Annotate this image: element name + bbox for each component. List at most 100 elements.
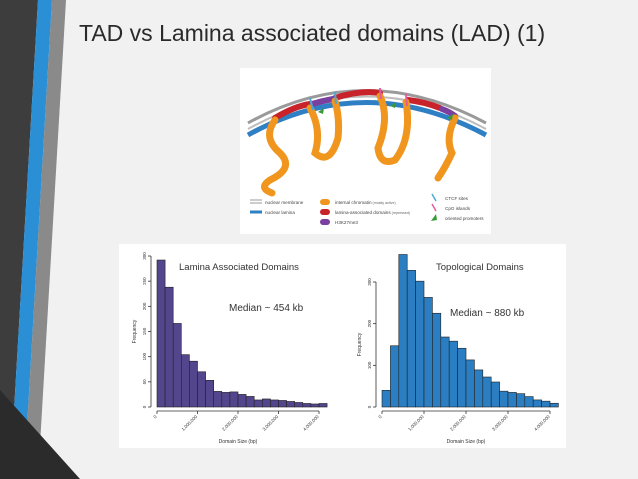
dark-stripe bbox=[0, 0, 38, 479]
histogram-bar bbox=[156, 259, 166, 408]
charts-svg: 0 50 100 150 200 250 300 0 1,000,000 2,000,000 3,0… bbox=[132, 252, 559, 445]
y-tick-label: 100 bbox=[367, 361, 372, 369]
internal-chromatin-loop bbox=[374, 92, 412, 165]
histogram-bar bbox=[440, 336, 450, 408]
histogram-bar bbox=[180, 354, 190, 408]
corner-triangle bbox=[0, 390, 80, 479]
x-tick-label: 2,000,000 bbox=[221, 414, 239, 432]
diagram-legend: nuclear membrane nuclear lamina internal c… bbox=[250, 193, 484, 225]
legend-item: internal chromatin (mostly active) bbox=[320, 199, 396, 205]
histogram-bar bbox=[172, 323, 182, 408]
internal-chromatin-loop bbox=[306, 97, 343, 161]
histogram-bar bbox=[302, 403, 312, 408]
histogram-bar bbox=[423, 297, 433, 408]
x-tick-label: 2,000,000 bbox=[449, 414, 467, 432]
histogram-bar bbox=[286, 401, 296, 408]
y-tick-label: 0 bbox=[142, 405, 147, 408]
histogram-bar bbox=[524, 396, 534, 408]
y-tick-label: 200 bbox=[142, 302, 147, 310]
legend-label: lamina-associated domains (repressed) bbox=[335, 210, 410, 215]
legend-note: (repressed) bbox=[391, 211, 410, 215]
legend-label: CTCF sites bbox=[445, 196, 469, 201]
legend-label: oriented promoters bbox=[445, 216, 484, 221]
histogram-bar bbox=[465, 359, 475, 408]
histogram-bar bbox=[245, 396, 255, 408]
legend-item: oriented promoters bbox=[431, 214, 484, 221]
internal-chromatin-loop bbox=[434, 114, 459, 182]
histogram-bar bbox=[448, 340, 458, 408]
histogram-bar bbox=[294, 402, 304, 408]
chart-title: Lamina Associated Domains bbox=[179, 262, 299, 273]
lad-segment bbox=[405, 97, 443, 111]
diagram-panel: nuclear membrane nuclear lamina internal c… bbox=[240, 68, 491, 234]
histogram-bar bbox=[381, 390, 391, 408]
legend-label: nuclear lamina bbox=[265, 210, 295, 215]
histogram-bar bbox=[205, 380, 214, 408]
chromatin-diagram: nuclear membrane nuclear lamina internal c… bbox=[246, 87, 488, 225]
y-tick-label: 300 bbox=[142, 252, 147, 260]
x-axis-label: Domain Size (bp) bbox=[447, 439, 486, 445]
lad-segment bbox=[272, 101, 313, 121]
histogram-bar bbox=[197, 371, 206, 408]
histogram-bar bbox=[310, 403, 320, 408]
ctcf-mark bbox=[309, 97, 314, 111]
h3k27me3-segment bbox=[309, 96, 336, 107]
histogram-bar bbox=[541, 400, 551, 408]
y-tick-label: 100 bbox=[142, 352, 147, 360]
x-axis-label: Domain Size (bp) bbox=[219, 439, 258, 445]
x-tick-label: 3,000,000 bbox=[262, 414, 280, 432]
histogram-bar bbox=[415, 280, 425, 408]
cpg-mark bbox=[405, 93, 408, 107]
charts-panel: 0 50 100 150 200 250 300 0 1,000,000 2,000,000 3,0… bbox=[119, 244, 566, 448]
histogram-bar bbox=[390, 345, 400, 408]
promoter-arrow-icon bbox=[447, 114, 453, 120]
histogram-bar bbox=[482, 376, 492, 408]
histogram-bar bbox=[270, 399, 279, 408]
histogram-bar bbox=[457, 347, 467, 408]
legend-item: H3K27me3 bbox=[320, 219, 358, 225]
histogram-bar bbox=[406, 270, 416, 408]
slide-title: TAD vs Lamina associated domains (LAD) (… bbox=[79, 20, 546, 46]
x-tick-label: 1,000,000 bbox=[407, 414, 425, 432]
legend-swatch bbox=[320, 209, 330, 215]
histogram-1: 0 50 100 150 200 250 300 0 1,000,000 2,000,000 3,0… bbox=[132, 252, 328, 445]
legend-label: internal chromatin (mostly active) bbox=[335, 200, 396, 205]
legend-item: nuclear membrane bbox=[250, 199, 304, 205]
histogram-bar bbox=[474, 369, 484, 408]
y-tick-label: 150 bbox=[142, 327, 147, 335]
y-tick-label: 250 bbox=[142, 277, 147, 285]
histogram-bar bbox=[507, 392, 517, 408]
histogram-bar bbox=[189, 360, 198, 408]
y-axis-label: Frequency bbox=[132, 319, 138, 343]
legend-item: CpG islands bbox=[431, 203, 471, 212]
histogram-bar bbox=[532, 399, 542, 408]
histogram-bar bbox=[549, 402, 559, 408]
histogram-bar bbox=[490, 381, 500, 408]
legend-arrow-icon bbox=[431, 214, 437, 221]
legend-note: (mostly active) bbox=[372, 201, 396, 205]
histogram-2: 0 100 200 300 0 1,000,000 2,000,000 3,000,000 4,… bbox=[357, 254, 559, 445]
legend-swatch bbox=[431, 203, 437, 212]
legend-swatch bbox=[320, 199, 330, 205]
cpg-mark bbox=[379, 87, 382, 100]
legend-label: H3K27me3 bbox=[335, 220, 358, 225]
histogram-bar bbox=[398, 254, 408, 408]
y-tick-label: 50 bbox=[142, 379, 147, 385]
histogram-bar bbox=[237, 394, 247, 408]
chart-title: Topological Domains bbox=[436, 262, 524, 273]
x-tick-label: 4,000,000 bbox=[533, 414, 551, 432]
median-annotation: Median ~ 880 kb bbox=[450, 308, 525, 319]
internal-chromatin-loop bbox=[261, 116, 290, 197]
x-tick-label: 1,000,000 bbox=[181, 414, 199, 432]
y-tick-label: 0 bbox=[367, 405, 372, 408]
histogram-bar bbox=[253, 399, 263, 408]
histogram-bar bbox=[499, 390, 509, 408]
y-tick-label: 300 bbox=[367, 278, 372, 286]
x-tick-label: 4,000,000 bbox=[302, 414, 320, 432]
lad-segment bbox=[332, 89, 383, 101]
legend-swatch bbox=[431, 193, 437, 202]
legend-swatch bbox=[320, 219, 330, 225]
histogram-bar bbox=[262, 398, 271, 408]
